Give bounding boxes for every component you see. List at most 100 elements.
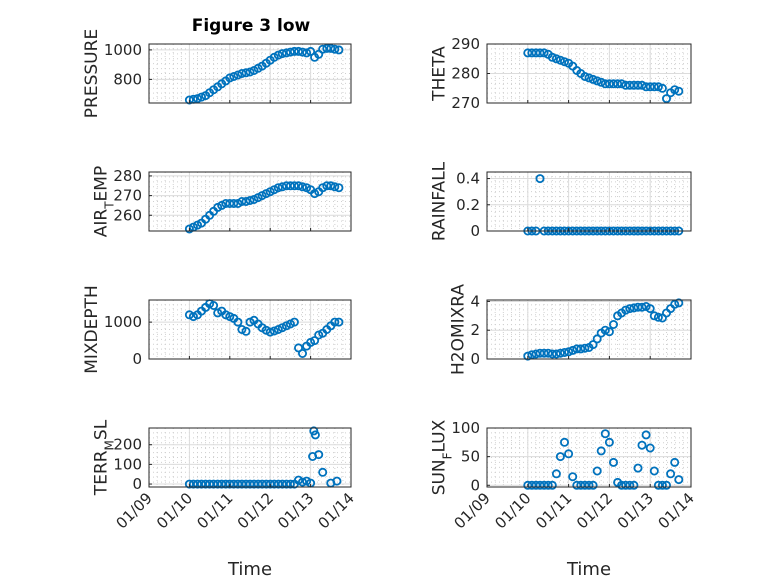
data-point <box>225 73 235 83</box>
x-tick-label: 01/11 <box>193 489 236 532</box>
data-point <box>637 80 647 90</box>
data-point <box>233 479 243 489</box>
y-tick-label: 0 <box>132 475 142 493</box>
data-point <box>641 82 651 92</box>
x-tick-label: 01/14 <box>315 489 358 532</box>
data-point <box>233 317 243 327</box>
plot-area <box>487 300 691 359</box>
data-point <box>302 48 312 58</box>
y-tick-label: 0.2 <box>456 196 480 214</box>
data-point <box>289 46 299 56</box>
data-point <box>657 83 667 93</box>
x-tick-label: 01/09 <box>451 489 494 532</box>
axes-box <box>148 171 352 232</box>
data-point <box>617 79 627 89</box>
data-point <box>306 46 316 56</box>
data-point <box>273 50 283 60</box>
data-point <box>649 311 659 321</box>
data-point <box>209 479 219 489</box>
data-point <box>674 475 684 485</box>
data-point <box>241 326 251 336</box>
y-tick-label: 200 <box>113 436 142 454</box>
axes-box <box>148 299 352 360</box>
data-series <box>184 43 344 105</box>
x-tick-label: 01/12 <box>573 489 616 532</box>
data-point <box>318 44 328 54</box>
data-point <box>245 479 255 489</box>
data-point <box>592 466 602 476</box>
data-point <box>265 327 275 337</box>
data-point <box>233 70 243 80</box>
data-point <box>564 347 574 357</box>
data-point <box>596 77 606 87</box>
data-point <box>551 349 561 359</box>
y-tick-label: 270 <box>113 187 142 205</box>
subplot-sun-flux: 0 50 100SUNFLUX01/0901/1001/1101/1201/1301… <box>430 419 698 580</box>
data-point <box>588 340 598 350</box>
data-point <box>310 430 320 440</box>
data-series <box>523 48 684 104</box>
y-axis-label: THETA <box>430 46 450 102</box>
data-point <box>604 327 614 337</box>
y-tick-label: 280 <box>113 167 142 185</box>
data-point <box>277 49 287 59</box>
y-axis-label: TERRMSL <box>92 419 117 496</box>
data-point <box>596 446 606 456</box>
x-axis-label: Time <box>227 559 272 580</box>
data-point <box>297 182 307 192</box>
data-point <box>568 472 578 482</box>
data-point <box>580 480 590 490</box>
data-point <box>670 457 680 467</box>
data-point <box>184 95 194 105</box>
y-tick-label: 1000 <box>104 313 142 331</box>
data-point <box>334 183 344 193</box>
data-point <box>604 437 614 447</box>
data-point <box>576 480 586 490</box>
y-tick-label: 270 <box>451 94 480 112</box>
x-tick-label: 01/12 <box>234 489 277 532</box>
data-point <box>241 196 251 206</box>
data-point <box>600 429 610 439</box>
data-point <box>229 72 239 82</box>
y-axis-label: SUNFLUX <box>430 419 455 495</box>
data-point <box>285 181 295 191</box>
data-point <box>662 94 672 104</box>
data-point <box>229 198 239 208</box>
data-point <box>330 317 340 327</box>
data-point <box>269 326 279 336</box>
data-point <box>572 344 582 354</box>
subplot-terr-msl: 0 100200TERRMSL01/0901/1001/1101/1201/130… <box>92 419 358 580</box>
y-tick-label: 0 <box>132 350 142 368</box>
data-series <box>523 298 684 361</box>
x-tick-label: 01/10 <box>491 489 534 532</box>
data-point <box>527 350 537 360</box>
data-point <box>285 47 295 57</box>
data-point <box>670 85 680 95</box>
data-point <box>192 479 202 489</box>
data-point <box>535 48 545 58</box>
data-point <box>297 348 307 358</box>
data-point <box>609 457 619 467</box>
y-tick-label: 100 <box>451 419 480 437</box>
data-point <box>653 312 663 322</box>
data-point <box>318 467 328 477</box>
data-point <box>249 479 259 489</box>
data-point <box>576 344 586 354</box>
data-point <box>560 347 570 357</box>
data-point <box>523 351 533 361</box>
y-tick-label: 290 <box>451 35 480 53</box>
x-tick-label: 01/13 <box>614 489 657 532</box>
data-point <box>217 479 227 489</box>
data-point <box>580 72 590 82</box>
data-series <box>184 299 344 358</box>
x-tick-label: 01/09 <box>113 489 156 532</box>
data-point <box>621 80 631 90</box>
x-tick-label: 01/13 <box>274 489 317 532</box>
subplot-rainfall: 0 0.2 0.4 RAINFALL <box>430 161 692 241</box>
data-point <box>621 480 631 490</box>
data-point <box>237 196 247 206</box>
data-point <box>535 348 545 358</box>
y-tick-label: 0 <box>470 476 480 494</box>
